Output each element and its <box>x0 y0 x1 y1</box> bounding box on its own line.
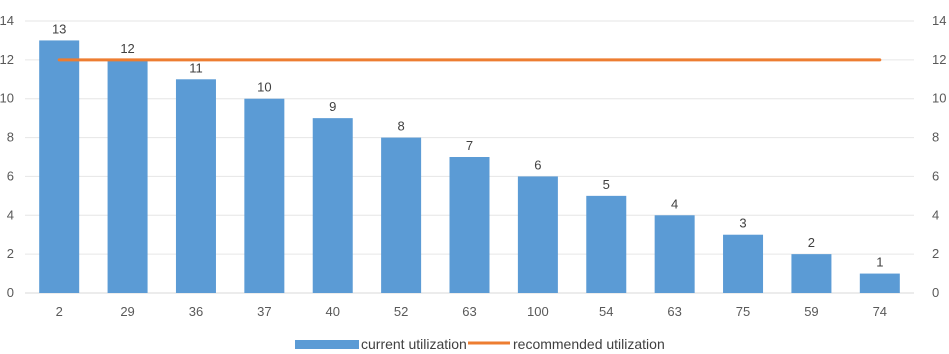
y-tick-label-left: 0 <box>7 285 14 300</box>
data-label: 4 <box>671 196 678 211</box>
x-tick-label: 100 <box>527 304 549 319</box>
data-label: 9 <box>329 99 336 114</box>
data-label: 6 <box>534 157 541 172</box>
y-tick-label-left: 10 <box>0 91 14 106</box>
bar <box>517 176 558 293</box>
y-tick-label-right: 0 <box>932 285 939 300</box>
bar <box>312 118 353 294</box>
y-tick-label-right: 14 <box>932 13 946 28</box>
bar <box>39 40 80 293</box>
x-tick-label: 52 <box>394 304 408 319</box>
x-tick-label: 74 <box>873 304 887 319</box>
y-tick-label-left: 4 <box>7 207 14 222</box>
data-label: 12 <box>120 41 134 56</box>
x-tick-label: 54 <box>599 304 613 319</box>
data-label: 1 <box>876 255 883 270</box>
bar <box>244 98 285 293</box>
data-label: 3 <box>739 216 746 231</box>
x-tick-label: 40 <box>325 304 339 319</box>
bar <box>654 215 695 293</box>
bar <box>586 195 627 293</box>
y-tick-label-left: 6 <box>7 168 14 183</box>
x-tick-label: 29 <box>120 304 134 319</box>
bar <box>859 273 900 293</box>
legend-label-current: current utilization <box>361 336 467 352</box>
y-tick-label-right: 8 <box>932 130 939 145</box>
x-tick-label: 37 <box>257 304 271 319</box>
data-label: 8 <box>397 119 404 134</box>
x-tick-label: 59 <box>804 304 818 319</box>
x-tick-label: 75 <box>736 304 750 319</box>
data-label: 7 <box>466 138 473 153</box>
y-tick-label-right: 2 <box>932 246 939 261</box>
bar <box>791 254 832 293</box>
data-label: 2 <box>808 235 815 250</box>
bar <box>107 59 148 293</box>
x-tick-label: 63 <box>667 304 681 319</box>
x-tick-label: 36 <box>189 304 203 319</box>
data-label: 13 <box>52 21 66 36</box>
y-tick-label-left: 12 <box>0 52 14 67</box>
y-tick-label-left: 2 <box>7 246 14 261</box>
y-tick-label-left: 14 <box>0 13 14 28</box>
y-tick-label-right: 4 <box>932 207 939 222</box>
legend-swatch-current <box>295 340 359 349</box>
legend-label-recommended: recommended utilization <box>513 336 665 352</box>
data-label: 10 <box>257 80 271 95</box>
x-tick-label: 63 <box>462 304 476 319</box>
y-tick-label-left: 8 <box>7 130 14 145</box>
data-label: 5 <box>603 177 610 192</box>
bar <box>723 234 764 293</box>
data-label: 11 <box>189 60 203 75</box>
y-tick-label-right: 12 <box>932 52 946 67</box>
bar <box>381 137 422 293</box>
y-tick-label-right: 10 <box>932 91 946 106</box>
bar <box>449 157 490 293</box>
bar <box>175 79 216 294</box>
x-tick-label: 2 <box>56 304 63 319</box>
y-tick-label-right: 6 <box>932 168 939 183</box>
